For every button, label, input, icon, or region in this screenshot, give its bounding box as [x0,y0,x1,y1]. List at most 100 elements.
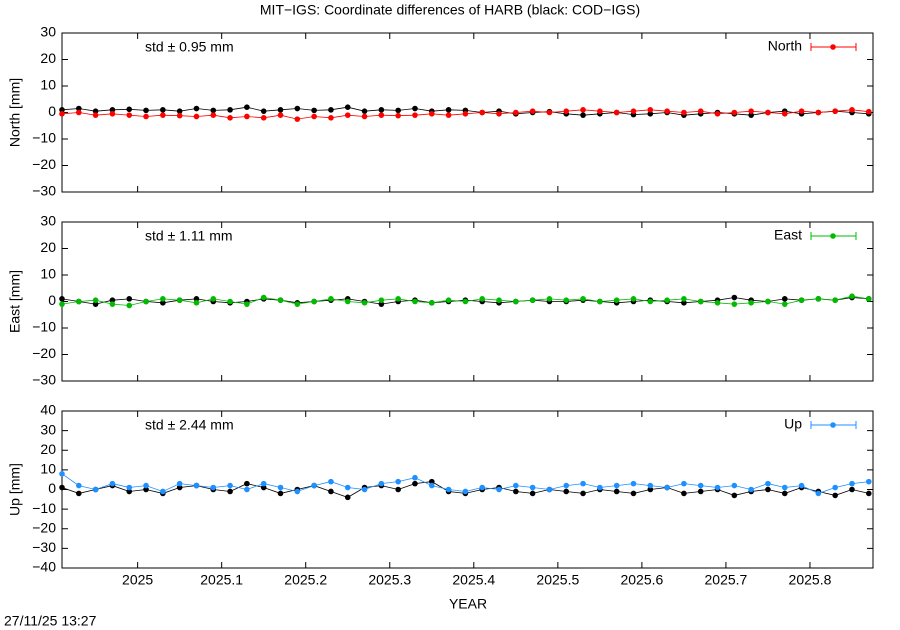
data-point [748,108,754,114]
data-point [244,486,250,493]
data-point [92,112,99,118]
data-point [428,478,435,485]
std-annotation: std ± 2.44 mm [145,417,234,433]
data-point [798,297,805,303]
data-point [849,293,855,300]
data-point [529,490,536,497]
data-point [815,109,822,116]
legend-marker [830,44,836,50]
data-point [765,480,771,487]
data-point [580,107,586,113]
data-point [681,480,687,487]
y-axis-label: North [mm] [7,78,23,147]
data-point [227,488,233,495]
data-point [647,486,654,493]
data-point [664,484,670,491]
data-point [176,484,183,491]
data-point [344,298,351,305]
data-point [513,109,519,116]
data-point [378,107,385,113]
data-point [731,301,738,307]
data-point [126,112,133,118]
data-point [513,488,519,495]
y-tick-label: 20 [40,441,56,457]
data-point [244,104,250,110]
data-point [630,108,637,114]
data-point [697,488,704,495]
data-point [344,494,351,501]
data-point [647,298,654,305]
data-point [328,296,334,302]
data-point [76,298,82,305]
data-point [244,480,250,487]
y-tick-label: 30 [40,213,56,229]
data-point [160,300,166,306]
data-point [244,301,250,307]
data-point [260,480,267,487]
legend-label: Up [784,416,802,432]
data-point [395,486,401,493]
data-point [462,298,469,305]
y-tick-label: 30 [40,421,56,437]
data-point [210,296,217,302]
data-point [597,108,603,114]
data-point [597,484,603,491]
y-axis-label: Up [mm] [7,463,23,516]
data-point [126,302,133,309]
x-tick-label: 2025.3 [368,572,411,588]
std-annotation: std ± 0.95 mm [145,39,234,55]
y-tick-label: 40 [40,402,56,418]
data-point [378,480,385,487]
data-point [227,107,233,113]
data-point [395,112,401,119]
y-tick-label: 10 [40,77,56,93]
legend-label: East [774,227,802,243]
data-point [160,107,166,113]
data-point [344,112,351,118]
data-point [765,298,771,305]
data-point [765,486,771,493]
data-point [714,111,721,117]
data-point [613,109,620,116]
x-tick-label: 2025.7 [705,572,748,588]
x-axis-label: YEAR [449,596,487,612]
x-tick-label: 2025.2 [284,572,327,588]
data-point [865,296,872,302]
data-point [59,111,65,117]
data-point [798,482,805,489]
y-tick-label: −10 [32,319,56,335]
x-tick-label: 2025.5 [536,572,579,588]
data-point [193,113,200,120]
data-point [479,109,486,116]
data-point [109,297,116,303]
data-point [714,300,721,306]
data-point [731,492,738,499]
data-point [681,490,687,497]
data-point [630,296,637,302]
y-tick-label: −30 [32,183,56,199]
data-point [832,492,838,499]
data-point [647,107,654,113]
data-point [210,112,217,118]
data-point [428,111,435,117]
data-point [227,482,233,489]
data-point [260,294,267,301]
data-point [697,108,704,114]
data-point [445,486,452,493]
data-point [109,107,116,113]
data-point [294,488,301,495]
data-point [865,108,872,115]
data-point [546,296,553,302]
data-point [176,480,183,487]
data-point [445,112,452,118]
data-point [361,300,368,306]
data-point [529,108,536,114]
data-point [160,296,166,302]
data-point [59,484,65,491]
x-tick-label: 2025.1 [200,572,243,588]
data-point [580,296,586,302]
y-tick-label: 0 [48,480,56,496]
data-point [714,484,721,491]
data-point [546,486,553,493]
data-point [832,108,838,114]
